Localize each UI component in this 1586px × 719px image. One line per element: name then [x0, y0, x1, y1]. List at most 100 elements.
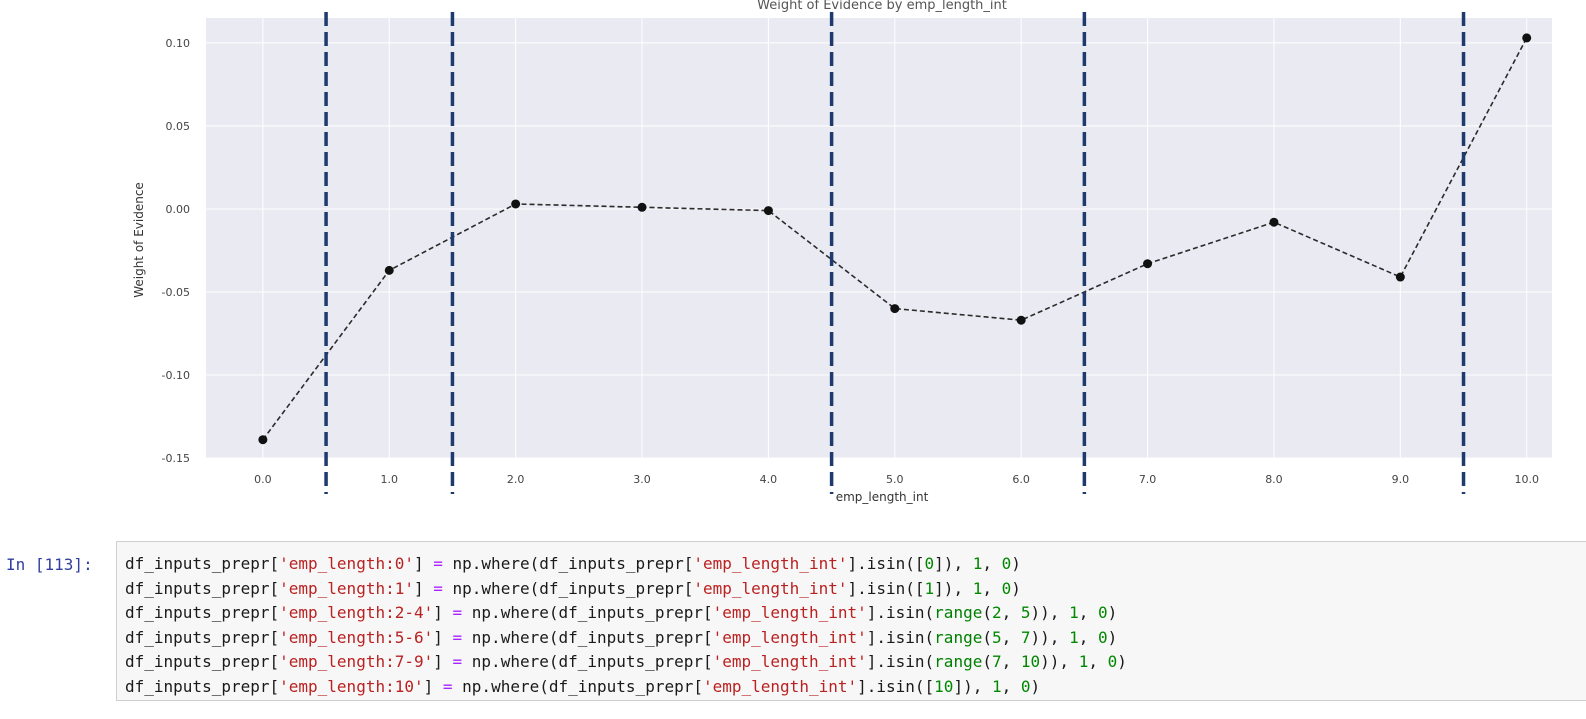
code-token: np.where(df_inputs_prepr[ — [462, 603, 713, 623]
code-token: 7 — [991, 652, 1002, 672]
code-token: 1 — [1069, 603, 1079, 623]
code-token: df_inputs_prepr[ — [125, 554, 280, 573]
code-token: 5 — [1020, 603, 1031, 623]
code-token: = — [452, 627, 463, 647]
code-line: df_inputs_prepr['emp_length:0'] = np.whe… — [125, 552, 1586, 577]
code-token: np.where(df_inputs_prepr[ — [452, 676, 703, 696]
code-token: ] — [423, 676, 443, 696]
code-token: 'emp_length:2-4' — [279, 603, 434, 623]
code-token: np.where(df_inputs_prepr[ — [442, 578, 694, 598]
y-tick-label: -0.15 — [162, 452, 190, 465]
code-token: range — [934, 603, 983, 623]
code-token: 1 — [972, 554, 983, 573]
code-token: ].isin([ — [847, 554, 925, 573]
code-token: = — [452, 652, 463, 672]
code-token: ] — [433, 603, 453, 623]
y-tick-label: -0.10 — [162, 369, 190, 382]
code-token: ] — [433, 627, 453, 647]
code-token: , — [1078, 603, 1098, 623]
code-token: df_inputs_prepr[ — [125, 676, 280, 696]
code-token: 0 — [1097, 603, 1108, 623]
x-tick-label: 4.0 — [760, 473, 778, 486]
data-point — [890, 304, 900, 314]
code-token: 0 — [1001, 578, 1012, 598]
code-token: , — [982, 578, 1002, 598]
y-tick-label: 0.10 — [166, 37, 191, 50]
code-token: 'emp_length:7-9' — [279, 652, 434, 672]
code-token: , — [1078, 627, 1098, 647]
x-tick-label: 6.0 — [1012, 473, 1030, 486]
code-line: df_inputs_prepr['emp_length:2-4'] = np.w… — [125, 601, 1586, 626]
code-token: df_inputs_prepr[ — [125, 627, 280, 647]
code-token: 'emp_length_int' — [693, 578, 848, 598]
data-point — [1016, 315, 1026, 325]
code-token: ) — [1107, 603, 1118, 623]
code-token: 10 — [934, 676, 954, 696]
data-point — [511, 199, 521, 209]
code-token: ] — [413, 578, 434, 598]
code-token: ) — [1030, 676, 1041, 696]
code-line: df_inputs_prepr['emp_length:10'] = np.wh… — [125, 675, 1586, 700]
woe-chart: 0.10 0.05 0.00 -0.05 -0.10 -0.15 0.0 1.0 2.0 3.0 4… — [132, 0, 1552, 504]
data-point — [1395, 272, 1405, 282]
code-token: = — [433, 578, 443, 598]
data-point — [1522, 33, 1532, 43]
y-tick-label: -0.05 — [162, 286, 190, 299]
data-point — [1143, 259, 1153, 269]
code-token: ].isin([ — [847, 578, 925, 598]
code-token: , — [1001, 603, 1021, 623]
code-editor[interactable]: df_inputs_prepr['emp_length:0'] = np.whe… — [116, 541, 1586, 701]
code-token: 'emp_length_int' — [712, 652, 867, 672]
code-token: range — [934, 652, 983, 672]
code-token: ]), — [934, 554, 973, 573]
data-point — [763, 206, 773, 216]
code-token: 5 — [991, 627, 1002, 647]
x-tick-label: 8.0 — [1265, 473, 1283, 486]
code-token: , — [1088, 652, 1108, 672]
code-token: np.where(df_inputs_prepr[ — [442, 554, 694, 573]
code-token: 1 — [972, 578, 983, 598]
code-token: 'emp_length:5-6' — [279, 627, 434, 647]
code-token: , — [1001, 627, 1021, 647]
x-axis-title: emp_length_int — [836, 490, 929, 504]
code-token: 0 — [1020, 676, 1031, 696]
code-token: 1 — [924, 578, 935, 598]
code-token: ( — [982, 603, 992, 623]
code-token: )), — [1030, 627, 1070, 647]
code-token: df_inputs_prepr[ — [125, 652, 280, 672]
code-token: ( — [982, 652, 992, 672]
woe-series-line — [262, 37, 1528, 441]
code-token: 'emp_length_int' — [712, 603, 867, 623]
data-point — [258, 435, 268, 445]
code-token: 'emp_length_int' — [693, 554, 848, 573]
code-token: ].isin( — [866, 627, 935, 647]
code-token: = — [442, 676, 453, 696]
code-token: , — [1001, 652, 1021, 672]
code-token: = — [433, 554, 443, 573]
code-token: np.where(df_inputs_prepr[ — [462, 652, 713, 672]
data-point — [637, 202, 647, 212]
code-token: ) — [1011, 578, 1021, 598]
x-tick-label: 0.0 — [254, 473, 272, 486]
code-token: range — [934, 627, 983, 647]
data-point — [1269, 217, 1279, 227]
code-token: , — [1001, 676, 1021, 696]
code-token: 'emp_length:10' — [279, 676, 424, 696]
y-axis-title: Weight of Evidence — [132, 182, 146, 298]
code-token: np.where(df_inputs_prepr[ — [462, 627, 713, 647]
x-tick-label: 5.0 — [886, 473, 904, 486]
code-line: df_inputs_prepr['emp_length:5-6'] = np.w… — [125, 626, 1586, 651]
x-tick-label: 1.0 — [381, 473, 399, 486]
code-token: 7 — [1020, 627, 1031, 647]
chart-title: Weight of Evidence by emp_length_int — [757, 0, 1007, 13]
code-cell[interactable]: In [113]: df_inputs_prepr['emp_length:0'… — [0, 541, 1586, 711]
x-tick-label: 3.0 — [633, 473, 651, 486]
code-token: 1 — [991, 676, 1002, 696]
data-point — [384, 265, 394, 275]
code-token: ] — [413, 554, 434, 573]
x-tick-label: 7.0 — [1139, 473, 1157, 486]
code-token: 0 — [1097, 627, 1108, 647]
code-token: 'emp_length_int' — [702, 676, 858, 696]
code-token: = — [452, 603, 463, 623]
x-tick-label: 10.0 — [1514, 473, 1539, 486]
